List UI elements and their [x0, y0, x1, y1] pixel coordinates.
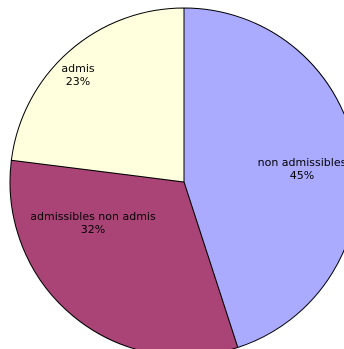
slice-percent-1: 32%: [81, 223, 105, 236]
slice-label-0: non admissibles: [258, 156, 344, 169]
slice-label-2: admis: [61, 62, 94, 75]
pie-slice-2: [10, 7, 185, 183]
pie-slices: [9, 7, 344, 349]
pie-slice-1: [9, 159, 239, 349]
pie-slice-0: [183, 7, 344, 349]
slice-label-1: admissibles non admis: [30, 210, 156, 223]
slice-percent-2: 23%: [66, 75, 90, 88]
slice-percent-0: 45%: [290, 169, 314, 182]
